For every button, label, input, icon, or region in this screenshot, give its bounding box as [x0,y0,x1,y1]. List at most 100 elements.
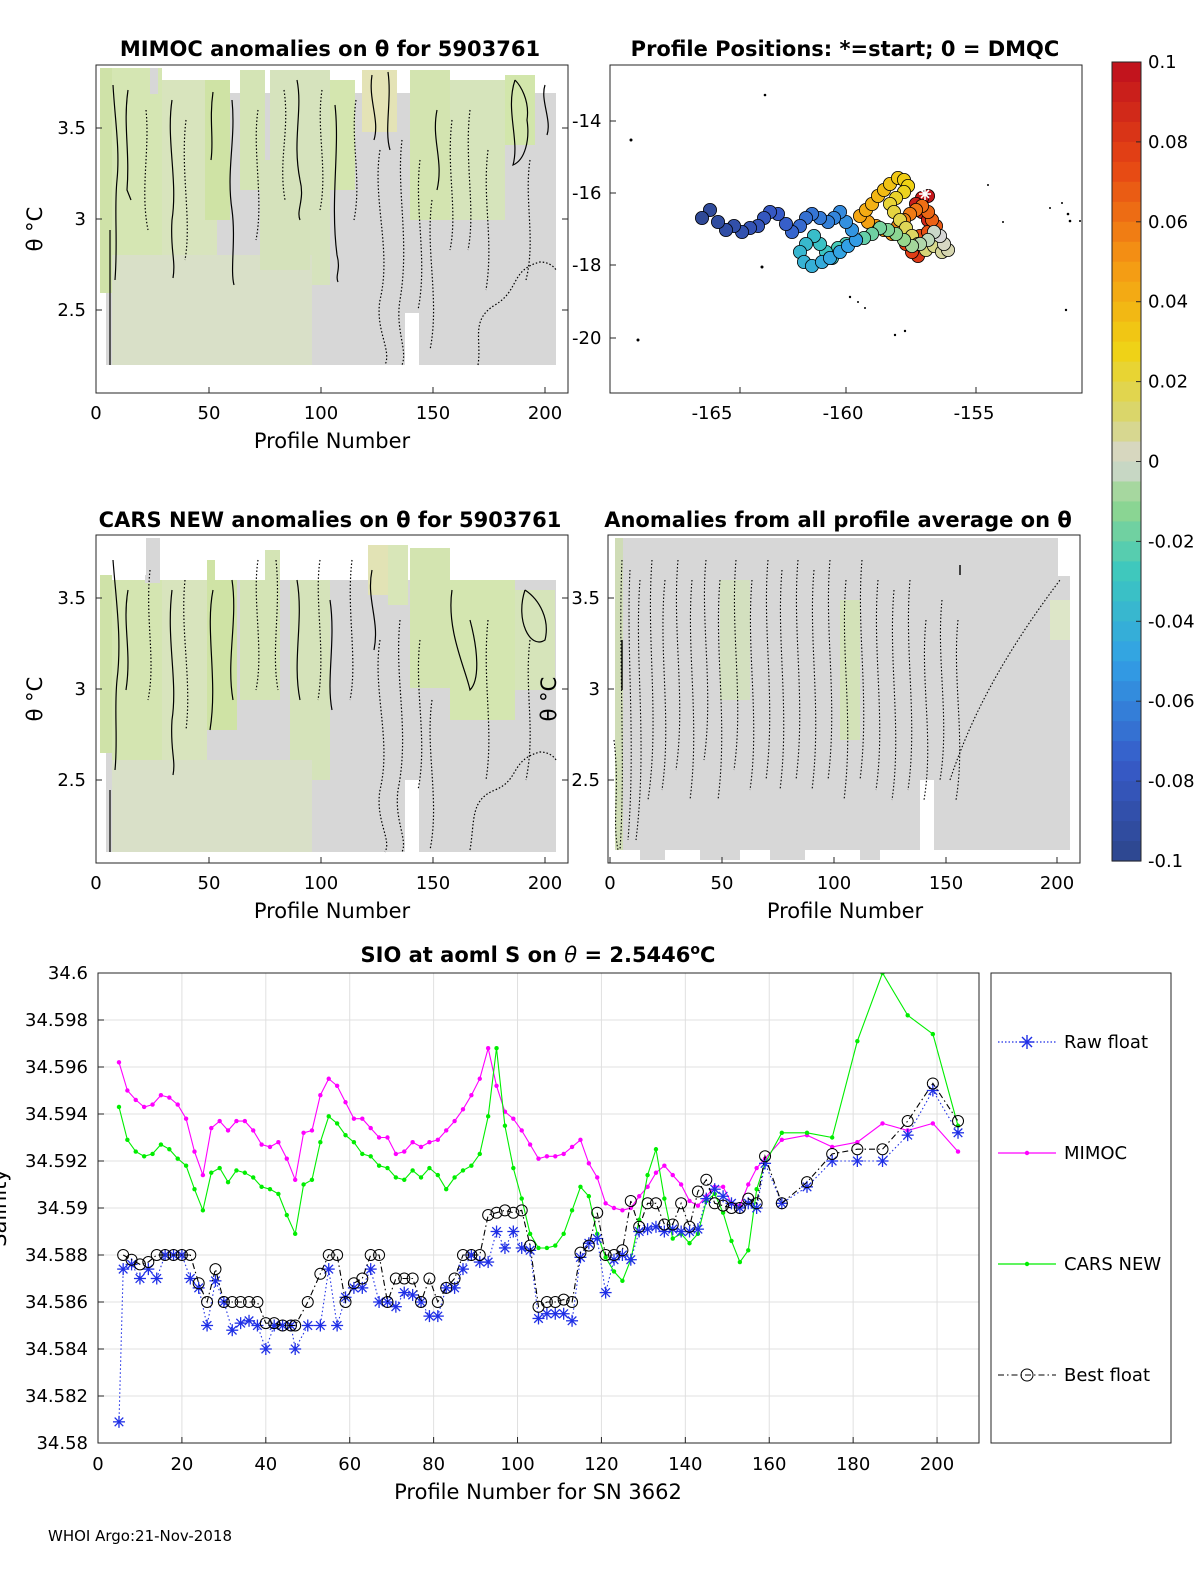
colorbar-segment [1112,501,1141,523]
data-point [515,1241,528,1254]
p4-ticks [608,597,1058,863]
data-point [754,1187,759,1192]
series-line [122,1082,959,1327]
colorbar-segment [1112,701,1141,722]
colorbar-segment [1112,81,1141,103]
data-point [125,1137,130,1143]
data-point [159,1249,172,1261]
data-point [309,1177,315,1183]
x-tick-label: 200 [528,403,562,424]
data-point [586,1194,592,1199]
data-point [175,1156,180,1161]
colorbar-segment [1112,241,1141,263]
legend-item-best: Best float [998,1365,1150,1386]
data-point [725,1202,738,1214]
data-point [167,1249,180,1261]
data-point [599,1286,612,1299]
data-point [276,1191,281,1197]
data-point [557,1307,570,1320]
legend-label: MIMOC [1064,1143,1127,1164]
colorbar-segment [1112,261,1141,283]
data-point [326,1076,331,1081]
data-point [591,1232,604,1245]
y-tick-label: -16 [572,183,601,204]
data-point [431,1310,444,1323]
data-point [150,1102,155,1107]
data-point [687,1241,692,1246]
data-point [775,1197,788,1210]
data-point [183,1163,189,1168]
colorbar-tick-label: 0.1 [1148,52,1177,73]
data-point [599,1249,612,1261]
data-point [141,1154,147,1159]
y-tick-label: 34.6 [48,963,88,984]
data-point [322,1263,335,1276]
contour-lines [109,559,557,853]
legend-label: Best float [1064,1365,1150,1386]
y-tick-label: 34.592 [25,1151,88,1172]
data-point [482,1209,495,1222]
data-point [779,1137,785,1143]
data-point [351,1116,357,1121]
data-point [398,1272,411,1285]
data-point [364,1263,377,1276]
colorbar-tick-label: 0 [1148,452,1159,473]
data-point [234,1118,239,1124]
data-point [746,1248,751,1253]
asterisk-marker-icon [1020,1035,1034,1049]
data-point [540,1296,553,1308]
colorbar-tick-label: -0.06 [1148,691,1195,712]
data-point [653,1147,659,1152]
data-point [402,1177,407,1183]
y-tick-label: 34.582 [25,1386,88,1407]
colorbar-segment [1112,461,1141,483]
data-point [343,1132,348,1138]
data-point [633,1220,646,1233]
data-point [527,1142,533,1147]
data-point [381,1296,394,1308]
x-tick-label: 140 [668,1454,702,1475]
data-point [490,1206,503,1219]
data-point [200,1172,206,1178]
colorbar-segment [1112,801,1141,822]
y-tick-label: 34.588 [25,1245,88,1266]
panel-profile-positions: Profile Positions: *=start; 0 = DMQC -14… [572,37,1083,424]
data-point [133,1272,146,1285]
data-point [826,1147,839,1160]
data-point [603,1201,608,1206]
contour-lines [109,71,557,366]
data-point [456,1263,469,1276]
data-point [242,1170,248,1175]
data-point [112,1415,125,1428]
data-point [133,1149,138,1154]
data-point [259,1142,264,1147]
data-point [465,1249,478,1261]
x-tick-label: 50 [198,873,221,894]
panel-title: Anomalies from all profile average on θ [604,508,1072,532]
y-tick-label: 34.59 [36,1198,88,1219]
profile-position-marker [711,214,726,229]
data-point [243,1296,256,1308]
data-point [150,1272,163,1285]
colorbar-tick-label: 0.06 [1148,212,1188,233]
data-point [301,1130,306,1136]
y-axis-label: θ °C [23,677,47,722]
y-tick-label: 34.586 [25,1292,88,1313]
y-tick-label: 34.598 [25,1010,88,1031]
x-tick-label: -165 [692,403,733,424]
data-point [750,1202,763,1214]
data-point [351,1140,357,1145]
data-point [720,1184,726,1190]
data-point [184,1249,197,1261]
data-point [754,1165,759,1171]
data-point [251,1128,256,1133]
colorbar-segment [1112,661,1141,682]
data-point [385,1135,390,1140]
dot-marker-icon [1024,1261,1030,1267]
profile-position-marker [779,216,794,231]
data-point [331,1249,344,1261]
data-point [641,1197,654,1210]
colorbar-segment [1112,821,1141,842]
data-point [284,1319,297,1332]
grid [98,973,979,1443]
